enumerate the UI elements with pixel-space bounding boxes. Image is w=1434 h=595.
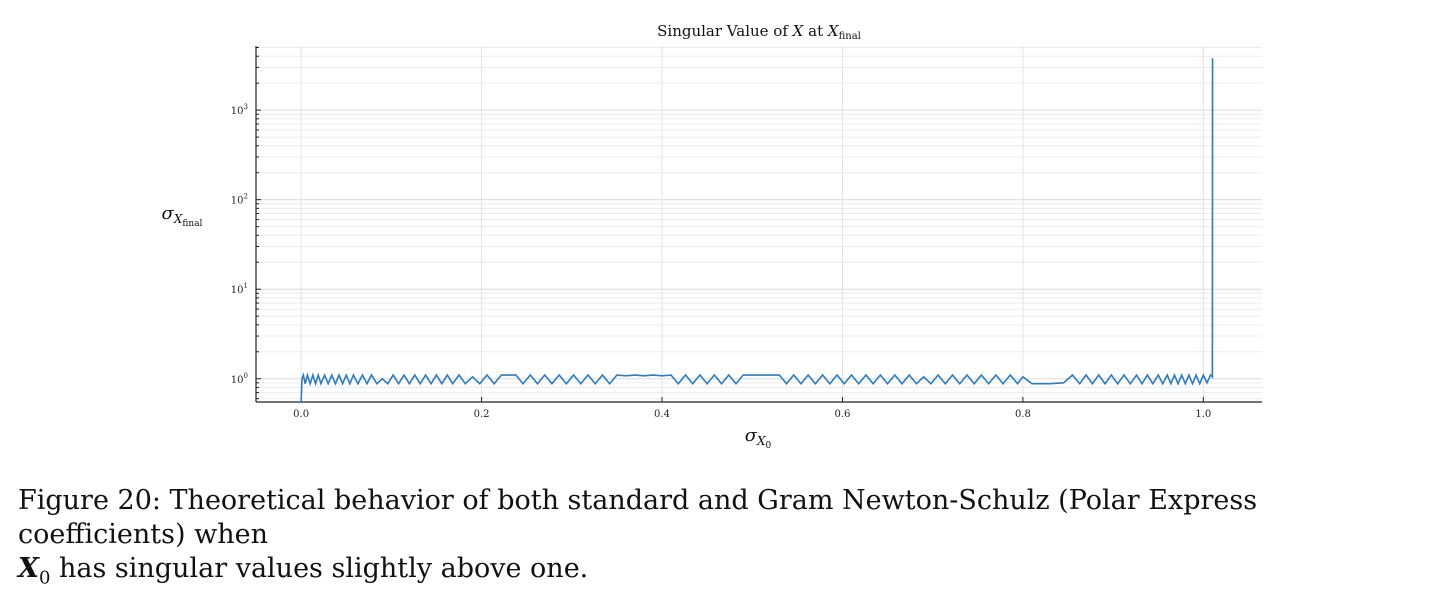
- x-axis-label: σX0: [745, 425, 772, 451]
- y-tick-label: 103: [231, 103, 248, 117]
- y-ticks: 100 101 102 103: [231, 103, 248, 386]
- y-axis-label: σXfinal: [162, 203, 203, 229]
- y-tick-label: 100: [231, 372, 248, 386]
- caption-symbol-subscript: 0: [38, 567, 51, 589]
- grid-lines: [256, 46, 1262, 402]
- y-tick-label: 101: [231, 282, 248, 296]
- x-ticks: 0.0 0.2 0.4 0.6 0.8 1.0: [293, 397, 1211, 420]
- chart-title: Singular Value of X at Xfinal: [657, 22, 861, 42]
- y-tick-label: 102: [231, 193, 248, 207]
- chart: 0.0 0.2 0.4 0.6 0.8 1.0 100 101 102 103 Singular…: [162, 22, 1262, 451]
- figure-caption: Figure 20: Theoretical behavior of both …: [18, 484, 1423, 595]
- x-tick-label: 0.2: [474, 409, 490, 420]
- caption-text: Figure 20: Theoretical behavior of both …: [18, 485, 1258, 550]
- axes: [255, 46, 1262, 403]
- series-line: [300, 58, 1214, 403]
- x-tick-label: 0.6: [835, 409, 851, 420]
- x-tick-label: 1.0: [1195, 409, 1211, 420]
- x-tick-label: 0.8: [1015, 409, 1031, 420]
- x-tick-label: 0.4: [654, 409, 670, 420]
- x-tick-label: 0.0: [293, 409, 309, 420]
